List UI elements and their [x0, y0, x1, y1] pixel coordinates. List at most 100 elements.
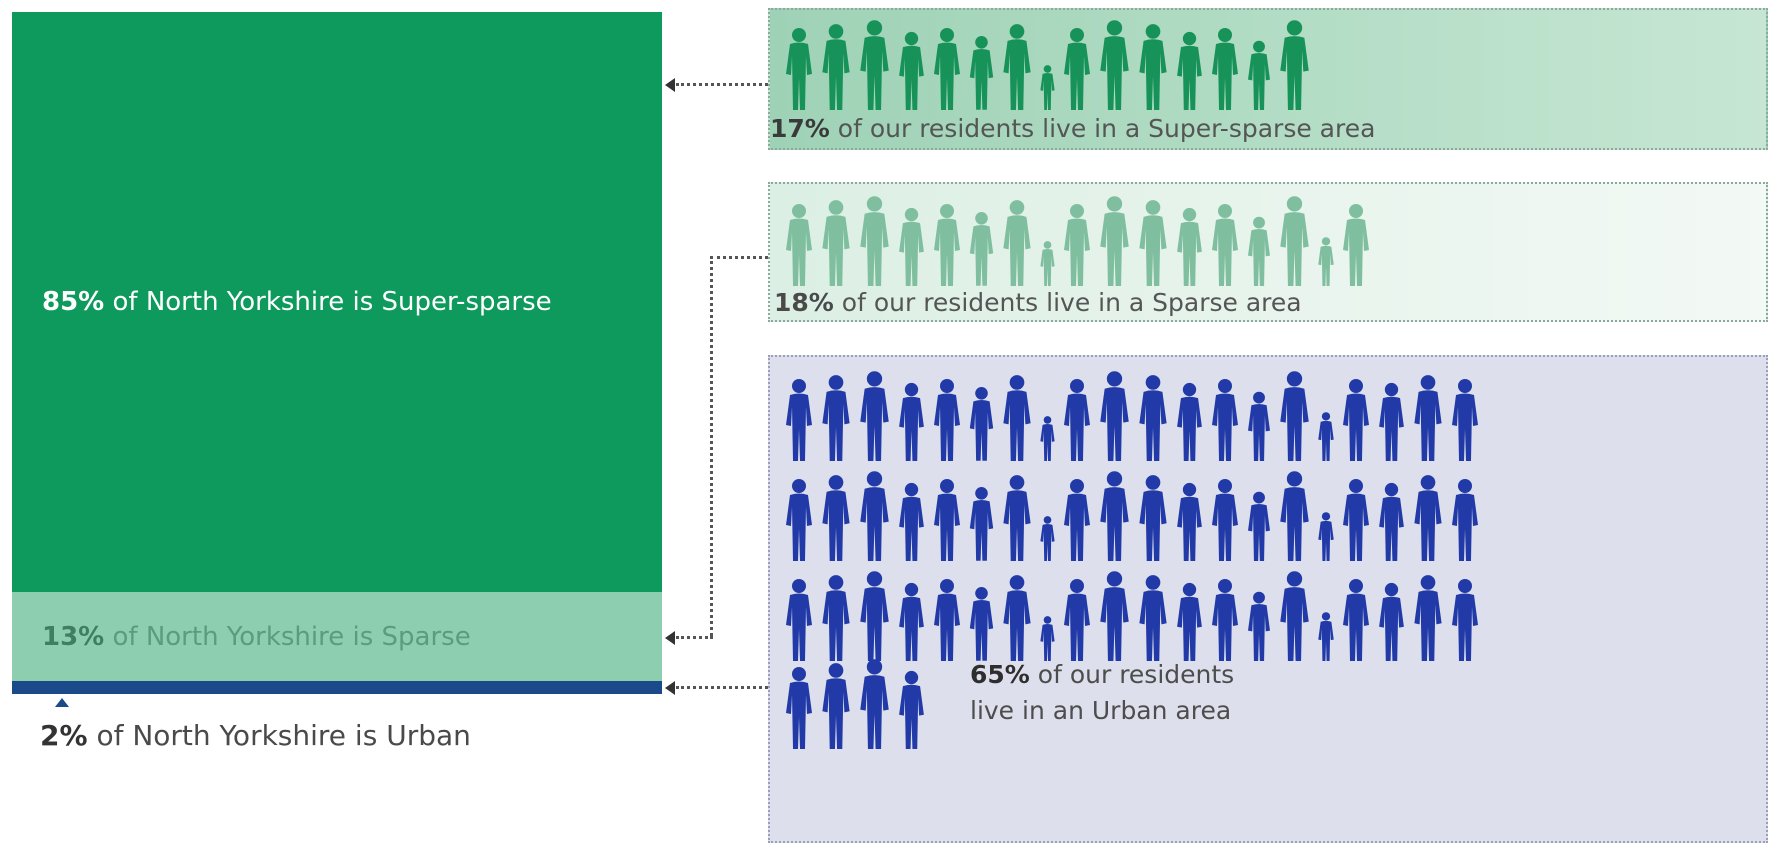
urban-pointer-triangle: [55, 698, 69, 707]
person-icon: [1003, 24, 1031, 110]
person-icon: [899, 382, 924, 461]
person-icon: [1318, 412, 1334, 461]
person-icon: [1064, 479, 1090, 561]
land-text-sparse: of North Yorkshire is Sparse: [104, 621, 471, 652]
person-icon: [1414, 575, 1442, 661]
person-icon: [1280, 20, 1309, 110]
person-icon: [1100, 471, 1129, 561]
person-icon: [1248, 591, 1270, 661]
person-icon: [1139, 375, 1167, 461]
person-icon: [1003, 200, 1031, 286]
person-icon: [786, 479, 812, 561]
arrow-head-super-sparse: [665, 78, 675, 92]
person-icon: [1003, 575, 1031, 661]
arrow-head-sparse: [665, 631, 675, 645]
residents-pct-super-sparse: 17%: [770, 114, 830, 143]
land-pct-urban: 2%: [40, 719, 88, 752]
person-icon: [1343, 579, 1369, 661]
land-pct-super-sparse: 85%: [42, 287, 105, 317]
residents-label-sparse: 18% of our residents live in a Sparse ar…: [774, 288, 1302, 317]
connector-sparse-vertical: [710, 256, 713, 636]
person-icon: [899, 582, 924, 661]
residents-text-super-sparse: of our residents live in a Super-sparse …: [829, 114, 1376, 143]
person-icon: [1212, 579, 1238, 661]
person-icon: [822, 24, 850, 110]
arrow-head-urban: [665, 681, 675, 695]
person-icon: [1414, 475, 1442, 561]
person-icon: [860, 571, 889, 661]
person-icon: [1100, 571, 1129, 661]
person-icon: [1280, 471, 1309, 561]
person-icon: [1139, 200, 1167, 286]
person-icon: [1248, 216, 1270, 286]
person-icon: [1040, 616, 1055, 661]
land-text-urban: of North Yorkshire is Urban: [87, 719, 471, 752]
person-icon: [1379, 482, 1404, 561]
person-icon: [1139, 24, 1167, 110]
person-icon: [1452, 579, 1478, 661]
person-icon: [1318, 512, 1334, 561]
land-label-urban: 2% of North Yorkshire is Urban: [40, 719, 471, 752]
person-icon: [969, 587, 994, 661]
land-segment-sparse: [12, 592, 662, 681]
person-icon: [1318, 612, 1334, 661]
person-icon: [969, 387, 994, 461]
person-icon: [1343, 204, 1369, 286]
person-icon: [1452, 379, 1478, 461]
land-segment-urban: [12, 681, 662, 694]
person-icon: [899, 207, 924, 286]
person-icon: [969, 487, 994, 561]
residents-text-sparse: of our residents live in a Sparse area: [833, 288, 1302, 317]
residents-pct-urban: 65%: [970, 660, 1030, 689]
people-icons-urban-row-4: [784, 657, 926, 749]
residents-text-urban-line1: of our residents: [1029, 660, 1235, 689]
person-icon: [1318, 237, 1334, 286]
person-icon: [822, 375, 850, 461]
person-icon: [1003, 475, 1031, 561]
person-icon: [1003, 375, 1031, 461]
land-pct-sparse: 13%: [42, 621, 105, 652]
people-icons-super-sparse: [784, 18, 1311, 110]
connector-sparse-bottom: [676, 636, 713, 639]
person-icon: [1100, 196, 1129, 286]
person-icon: [1343, 479, 1369, 561]
connector-super-sparse: [676, 83, 768, 86]
residents-pct-sparse: 18%: [774, 288, 834, 317]
person-icon: [1139, 575, 1167, 661]
person-icon: [1064, 28, 1090, 110]
person-icon: [860, 20, 889, 110]
connector-urban: [676, 686, 768, 689]
person-icon: [786, 28, 812, 110]
person-icon: [1280, 571, 1309, 661]
person-icon: [860, 659, 889, 749]
land-label-super-sparse: 85% of North Yorkshire is Super-sparse: [42, 287, 552, 317]
people-icons-sparse: [784, 194, 1371, 286]
person-icon: [822, 200, 850, 286]
person-icon: [1064, 379, 1090, 461]
person-icon: [786, 204, 812, 286]
person-icon: [786, 379, 812, 461]
people-icons-urban-row-1: [784, 369, 1480, 461]
person-icon: [934, 579, 960, 661]
person-icon: [1343, 379, 1369, 461]
residents-text-urban-line2: live in an Urban area: [970, 696, 1232, 725]
person-icon: [1100, 371, 1129, 461]
person-icon: [899, 670, 924, 749]
person-icon: [1177, 582, 1202, 661]
person-icon: [899, 482, 924, 561]
person-icon: [969, 36, 994, 110]
person-icon: [1100, 20, 1129, 110]
person-icon: [1212, 204, 1238, 286]
person-icon: [786, 667, 812, 749]
person-icon: [1248, 391, 1270, 461]
person-icon: [860, 371, 889, 461]
person-icon: [1212, 479, 1238, 561]
person-icon: [934, 204, 960, 286]
person-icon: [1064, 579, 1090, 661]
person-icon: [1177, 382, 1202, 461]
people-icons-urban-row-2: [784, 469, 1480, 561]
person-icon: [934, 479, 960, 561]
residents-label-urban: 65% of our residents live in an Urban ar…: [970, 657, 1234, 729]
person-icon: [822, 575, 850, 661]
person-icon: [1452, 479, 1478, 561]
